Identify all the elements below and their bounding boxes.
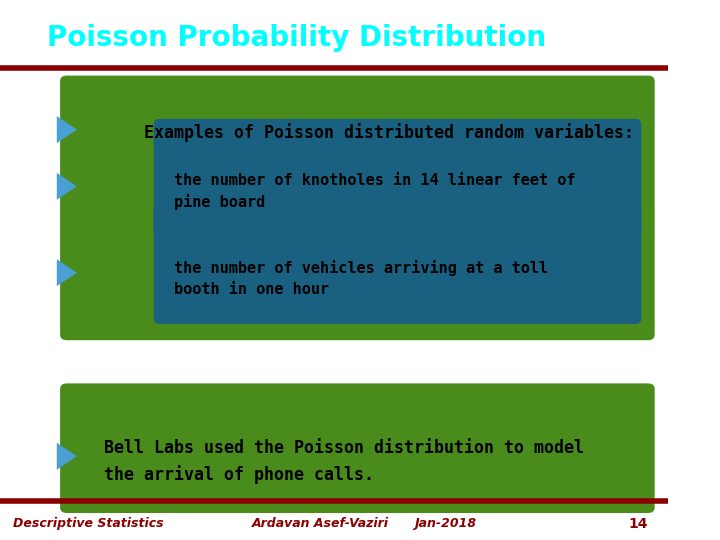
Text: Poisson Probability Distribution: Poisson Probability Distribution xyxy=(47,24,546,52)
FancyBboxPatch shape xyxy=(60,383,654,513)
Text: the number of vehicles arriving at a toll
booth in one hour: the number of vehicles arriving at a tol… xyxy=(174,260,548,296)
Text: Jan-2018: Jan-2018 xyxy=(414,517,477,530)
Text: 14: 14 xyxy=(629,517,648,531)
Text: Examples of Poisson distributed random variables:: Examples of Poisson distributed random v… xyxy=(143,123,634,142)
Polygon shape xyxy=(57,116,77,143)
Text: Descriptive Statistics: Descriptive Statistics xyxy=(14,517,164,530)
FancyBboxPatch shape xyxy=(153,205,642,324)
FancyBboxPatch shape xyxy=(60,76,654,340)
Text: Ardavan Asef-Vaziri: Ardavan Asef-Vaziri xyxy=(252,517,389,530)
Polygon shape xyxy=(57,259,77,286)
Polygon shape xyxy=(57,173,77,200)
Polygon shape xyxy=(57,443,77,470)
Text: Bell Labs used the Poisson distribution to model
the arrival of phone calls.: Bell Labs used the Poisson distribution … xyxy=(104,440,583,484)
FancyBboxPatch shape xyxy=(153,119,642,238)
Text: the number of knotholes in 14 linear feet of
pine board: the number of knotholes in 14 linear fee… xyxy=(174,173,575,211)
